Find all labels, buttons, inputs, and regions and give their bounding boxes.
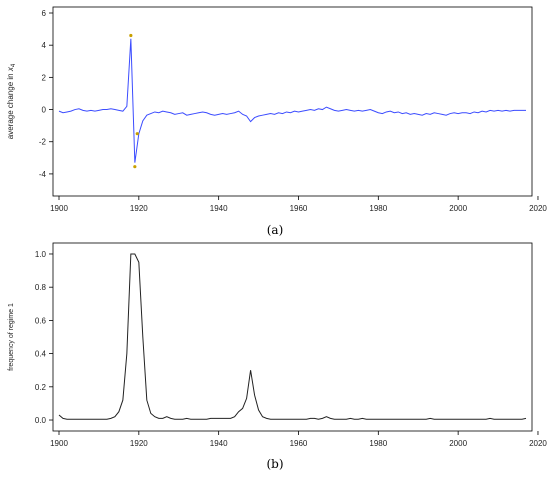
caption-b: (b) — [266, 457, 284, 471]
x-tick-label: 1940 — [210, 439, 228, 448]
x-tick-label: 1900 — [50, 204, 68, 213]
y-tick-label: 0.6 — [35, 316, 47, 325]
series-line — [58, 253, 527, 420]
series-line — [58, 38, 526, 163]
x-tick-label: 1940 — [210, 204, 228, 213]
y-tick-label: 1.0 — [35, 250, 47, 259]
panel-b-chart: 1900 1920 1940 1960 1980 2000 2020 0.0 0.2 0.4 0.6… — [8, 242, 547, 448]
caption-a: (a) — [266, 223, 284, 237]
x-tick-label: 2000 — [449, 204, 467, 213]
x-tick-label: 2020 — [529, 439, 547, 448]
x-tick-label: 2020 — [529, 204, 547, 213]
x-tick-label: 1920 — [130, 204, 148, 213]
y-tick-label: 0.2 — [35, 383, 47, 392]
x-tick-label: 1960 — [290, 439, 308, 448]
x-tick-label: 1980 — [369, 439, 387, 448]
y-tick-label: 0.0 — [35, 416, 47, 425]
data-marker — [129, 33, 133, 38]
x-tick-label: 1920 — [130, 439, 148, 448]
panel-a-chart: 1900 1920 1940 1960 1980 2000 2020 -4 -2 0 2 4 6 aver… — [6, 6, 547, 213]
data-marker — [135, 132, 139, 136]
y-tick-label: 4 — [42, 41, 47, 50]
y-tick-label: -4 — [39, 170, 47, 179]
x-tick-label: 2000 — [449, 439, 467, 448]
data-marker — [133, 165, 137, 169]
y-tick-label: 0.8 — [35, 283, 47, 292]
x-tick-label: 1980 — [369, 204, 387, 213]
y-axis-label: average change in x4 — [6, 63, 17, 139]
y-tick-label: 0.4 — [35, 350, 47, 359]
y-axis-label: frequency of regime 1 — [8, 303, 15, 371]
y-tick-label: 0 — [42, 106, 47, 115]
y-tick-label: 2 — [42, 73, 47, 82]
x-tick-label: 1900 — [50, 439, 68, 448]
plot-frame — [52, 242, 533, 432]
y-tick-label: -2 — [39, 138, 47, 147]
plot-frame — [52, 6, 533, 197]
y-tick-label: 6 — [42, 9, 47, 18]
x-tick-label: 1960 — [290, 204, 308, 213]
